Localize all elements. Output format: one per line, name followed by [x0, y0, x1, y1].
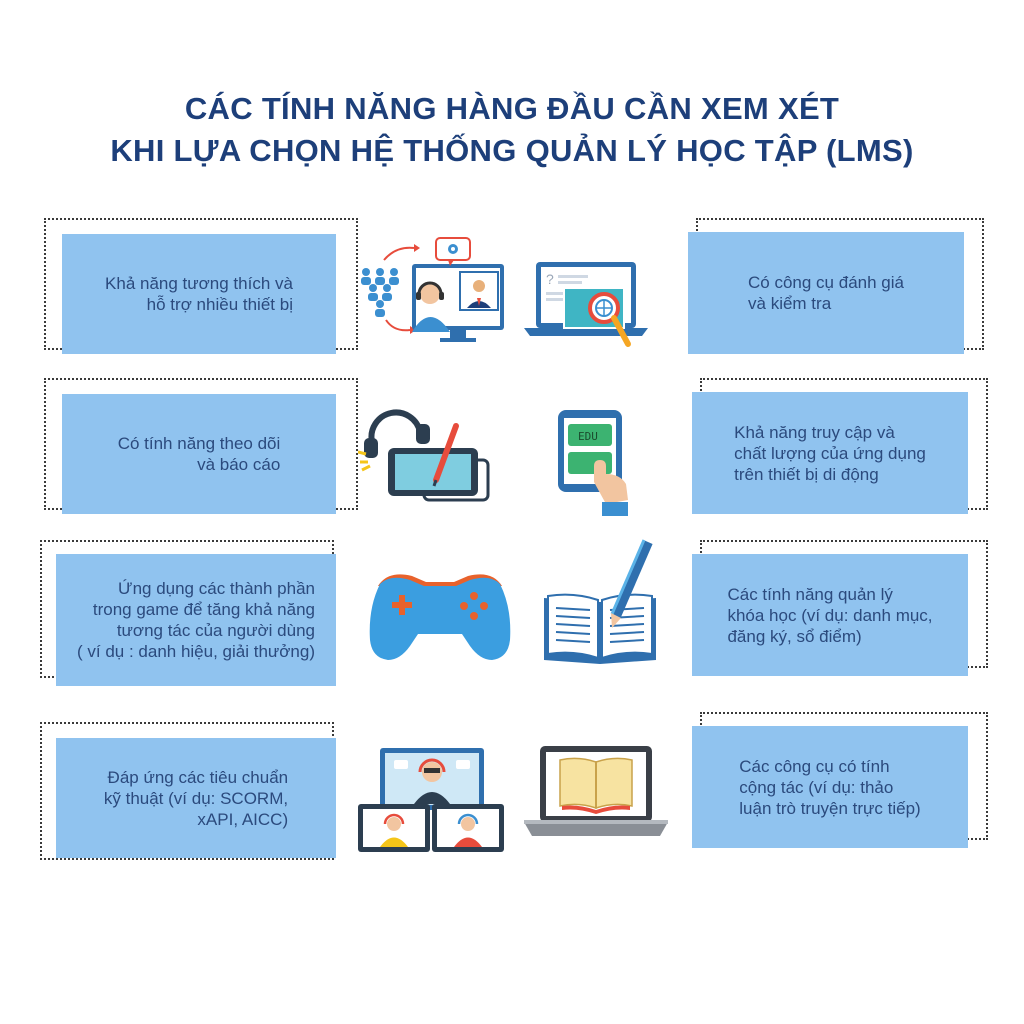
feature-text: Có công cụ đánh giá và kiểm tra — [748, 273, 904, 313]
laptop-book-icon — [524, 744, 668, 840]
gamepad-icon — [366, 566, 514, 662]
page-title: CÁC TÍNH NĂNG HÀNG ĐẦU CẦN XEM XÉT KHI L… — [0, 88, 1024, 172]
laptop-search-icon: ? — [524, 260, 648, 352]
title-line-2: KHI LỰA CHỌN HỆ THỐNG QUẢN LÝ HỌC TẬP (L… — [110, 133, 914, 168]
feature-card-collaboration: Các công cụ có tính cộng tác (ví dụ: thả… — [692, 726, 968, 848]
feature-text: Có tính năng theo dõi và báo cáo — [117, 434, 281, 474]
book-pencil-icon — [540, 536, 660, 666]
feature-card-compatibility: Khả năng tương thích và hỗ trợ nhiều thi… — [62, 234, 336, 354]
drawing-tablet-icon — [358, 404, 498, 504]
feature-text: Ứng dụng các thành phần trong game để tă… — [77, 579, 315, 661]
video-conference-icon — [356, 236, 506, 346]
feature-card-assessment: Có công cụ đánh giá và kiểm tra — [688, 232, 964, 354]
feature-card-standards: Đáp ứng các tiêu chuẩn kỹ thuật (ví dụ: … — [56, 738, 336, 858]
feature-card-gamification: Ứng dụng các thành phần trong game để tă… — [56, 554, 336, 686]
mobile-edu-app-icon: EDU — [554, 408, 634, 518]
webinar-screens-icon — [358, 746, 504, 854]
svg-text:?: ? — [546, 271, 554, 287]
feature-text: Đáp ứng các tiêu chuẩn kỹ thuật (ví dụ: … — [103, 767, 289, 829]
title-line-1: CÁC TÍNH NĂNG HÀNG ĐẦU CẦN XEM XÉT — [184, 91, 840, 126]
feature-card-course-management: Các tính năng quản lý khóa học (ví dụ: d… — [692, 554, 968, 676]
feature-card-tracking: Có tính năng theo dõi và báo cáo — [62, 394, 336, 514]
feature-text: Khả năng truy cập và chất lượng của ứng … — [734, 422, 926, 484]
tablet-label: EDU — [578, 430, 598, 443]
feature-card-mobile: Khả năng truy cập và chất lượng của ứng … — [692, 392, 968, 514]
feature-text: Các tính năng quản lý khóa học (ví dụ: d… — [727, 584, 933, 646]
feature-text: Khả năng tương thích và hỗ trợ nhiều thi… — [105, 274, 293, 314]
feature-text: Các công cụ có tính cộng tác (ví dụ: thả… — [739, 756, 921, 818]
